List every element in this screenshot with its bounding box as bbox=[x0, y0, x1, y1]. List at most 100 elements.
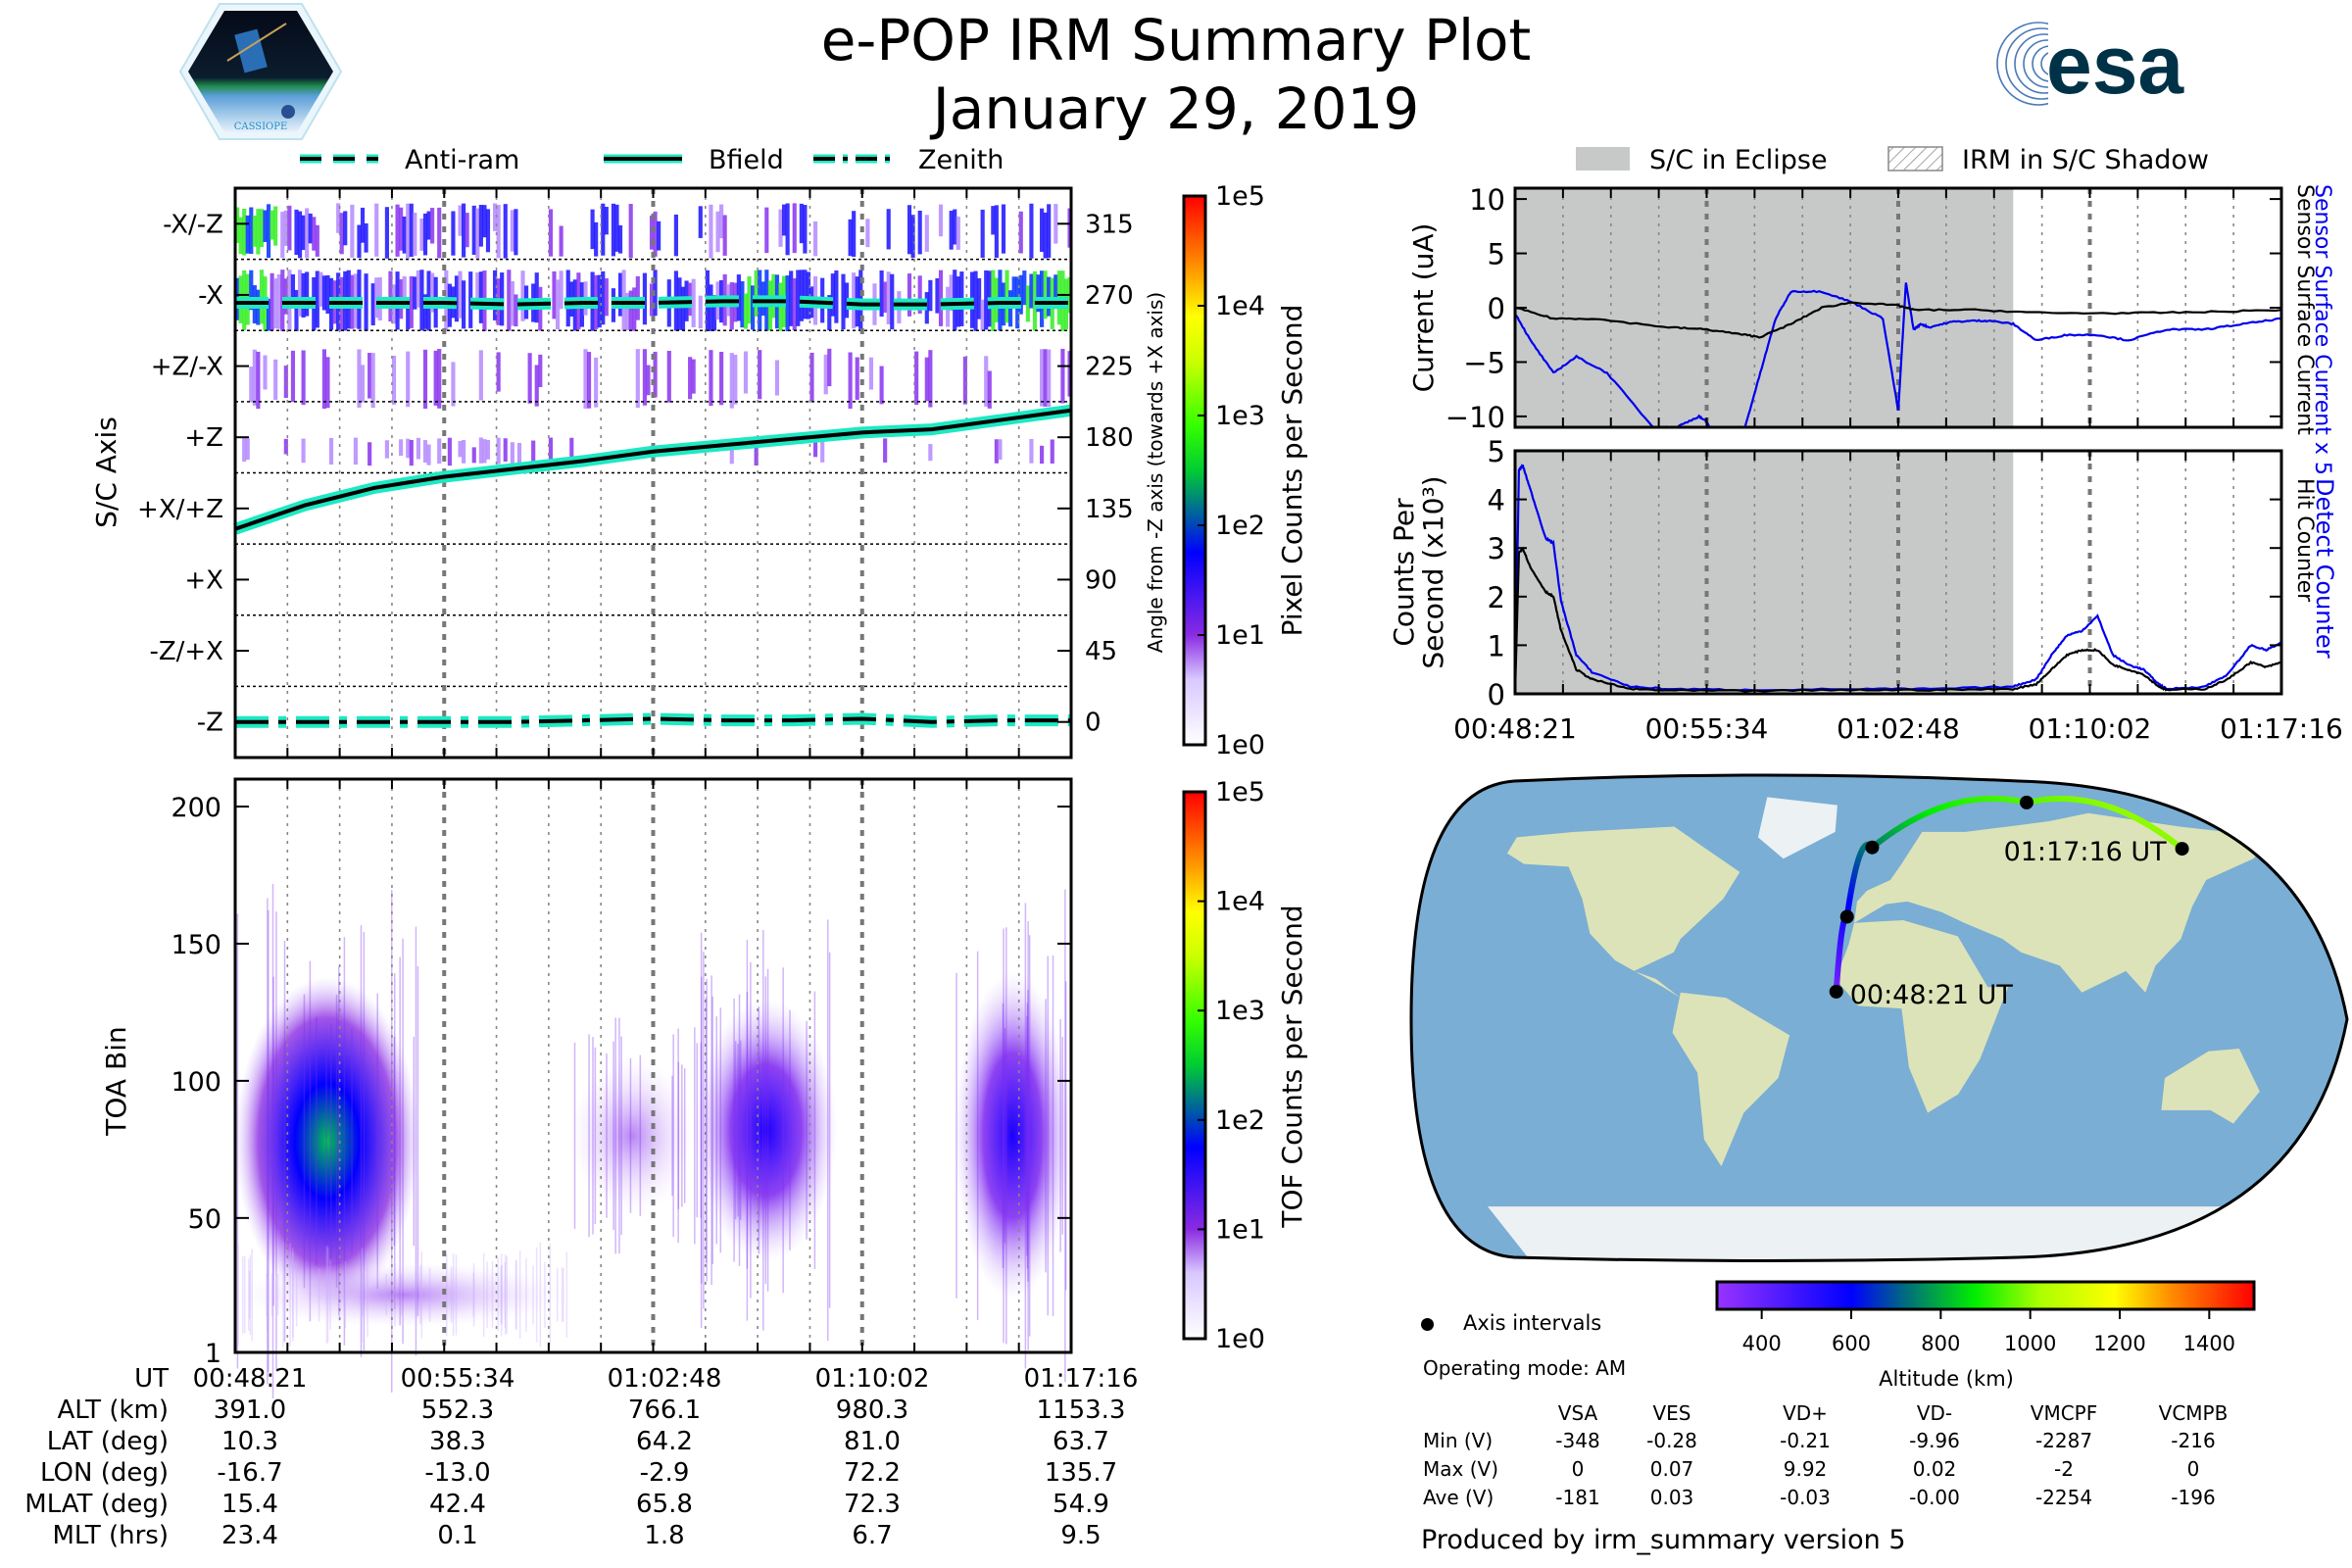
y-tick-label: −10 bbox=[1446, 401, 1505, 434]
tof-streak bbox=[416, 965, 419, 1317]
ephemeris-table: UT 00:48:21 00:55:34 01:02:48 01:10:02 01:17:… bbox=[0, 1364, 1176, 1560]
tof-streak bbox=[549, 1243, 552, 1347]
tof-streak bbox=[532, 1265, 534, 1325]
legend-item-zenith: Zenith bbox=[813, 145, 1004, 175]
pixel-heatmap-cell bbox=[422, 213, 428, 256]
y-tick-label: −5 bbox=[1463, 346, 1505, 379]
tof-streak bbox=[828, 952, 831, 1308]
tof-streak bbox=[344, 1260, 347, 1329]
tof-streak bbox=[338, 1268, 341, 1322]
tof-streak bbox=[445, 1253, 448, 1337]
pixel-heatmap-cell bbox=[350, 204, 355, 258]
track-end-label: 01:17:16 UT bbox=[2004, 837, 2168, 867]
pixel-heatmap-cell bbox=[552, 270, 557, 319]
colorbar-tick-label: 1e0 bbox=[1215, 1324, 1265, 1354]
y-category-label: -X/-Z bbox=[163, 210, 223, 239]
esa-logo: esa bbox=[1996, 20, 2184, 108]
ephemeris-cell: 980.3 bbox=[835, 1396, 909, 1425]
pixel-heatmap-cell bbox=[1043, 349, 1048, 407]
tof-streak bbox=[750, 961, 752, 1298]
pixel-heatmap-cell bbox=[510, 442, 514, 466]
tof-streak bbox=[629, 1057, 632, 1213]
pixel-heatmap-cell bbox=[422, 349, 428, 410]
altitude-axis-label: Altitude (km) bbox=[1879, 1367, 2014, 1391]
tof-cluster bbox=[954, 970, 1071, 1300]
x-tick-label: 01:02:48 bbox=[1837, 712, 1960, 745]
tof-streak bbox=[827, 919, 829, 1342]
tof-streak bbox=[385, 1274, 387, 1316]
pixel-heatmap-cell bbox=[994, 439, 999, 464]
tof-streak bbox=[318, 1268, 320, 1322]
pixel-heatmap-cell bbox=[617, 272, 623, 317]
pixel-heatmap-cell bbox=[458, 205, 463, 236]
legend-label: IRM in S/C Shadow bbox=[1962, 145, 2209, 175]
pixel-counts-panel: -X/-Z 315 -X 270 +Z/-X 225 +Z 180 +X/+Z 135 +X 90 -Z… bbox=[90, 181, 1308, 760]
pixel-heatmap-cell bbox=[764, 207, 769, 254]
tof-streak bbox=[363, 931, 366, 1351]
pixel-heatmap-cell bbox=[799, 203, 804, 244]
pixel-heatmap-cell bbox=[1047, 276, 1052, 317]
pixel-heatmap-cell bbox=[263, 210, 268, 243]
colorbar-tick-label: 1e4 bbox=[1215, 887, 1265, 917]
voltage-cell: 0 bbox=[1571, 1457, 1585, 1481]
colorbar-tick-label: 1e5 bbox=[1215, 181, 1265, 212]
pixel-heatmap-cell bbox=[601, 270, 606, 325]
pixel-heatmap-cell bbox=[357, 224, 362, 259]
tof-streak bbox=[266, 1257, 269, 1333]
pixel-heatmap-cell bbox=[559, 270, 564, 310]
voltage-cell: -0.03 bbox=[1780, 1486, 1831, 1509]
ephemeris-cell: 9.5 bbox=[1060, 1521, 1102, 1550]
pixel-heatmap-cell bbox=[691, 278, 696, 327]
voltage-column-header: VSA bbox=[1557, 1401, 1598, 1425]
y-category-label: -Z bbox=[197, 709, 223, 738]
ephemeris-cell: 38.3 bbox=[429, 1427, 486, 1456]
pixel-heatmap-cell bbox=[368, 353, 372, 399]
voltage-cell: -9.96 bbox=[1909, 1429, 1960, 1452]
y-tick-label: 200 bbox=[171, 793, 221, 823]
tof-streak bbox=[237, 1244, 239, 1346]
pixel-heatmap-cell bbox=[534, 365, 539, 407]
x-tick-label: 00:48:21 bbox=[1453, 712, 1577, 745]
tof-streak bbox=[535, 1247, 538, 1343]
pixel-heatmap-cell bbox=[868, 357, 874, 390]
y-tick-label: 5 bbox=[1488, 435, 1505, 468]
pixel-heatmap-cell bbox=[774, 360, 780, 396]
pixel-heatmap-cell bbox=[1043, 212, 1048, 259]
colorbar-label: Pixel Counts per Second bbox=[1276, 305, 1308, 637]
pixel-heatmap-cell bbox=[743, 293, 749, 329]
pixel-heatmap-cell bbox=[465, 213, 469, 248]
y-category-label: +X bbox=[184, 565, 223, 595]
tof-streak bbox=[472, 1272, 475, 1317]
pixel-heatmap-cell bbox=[496, 204, 501, 259]
pixel-heatmap-cell bbox=[604, 207, 609, 235]
pixel-heatmap-cell bbox=[458, 440, 463, 458]
tof-streak bbox=[497, 1257, 499, 1332]
tof-streak bbox=[393, 1036, 396, 1247]
pixel-heatmap-cell bbox=[1054, 274, 1058, 310]
tof-streak bbox=[1064, 889, 1066, 1383]
pixel-heatmap-cell bbox=[883, 438, 888, 463]
pixel-heatmap-cell bbox=[422, 294, 428, 329]
y-axis-label: TOA Bin bbox=[100, 1026, 132, 1136]
pixel-heatmap-cell bbox=[883, 281, 888, 314]
right-label-blue: Detect Counter bbox=[2311, 478, 2338, 659]
tof-streak bbox=[292, 1251, 294, 1338]
pixel-heatmap-cell bbox=[722, 215, 727, 256]
pixel-heatmap-cell bbox=[980, 299, 985, 331]
tof-streak bbox=[762, 929, 764, 1331]
y-tick-label: 2 bbox=[1488, 581, 1505, 614]
pixel-heatmap-cell bbox=[321, 349, 327, 410]
tof-streak bbox=[556, 1268, 559, 1322]
tof-streak bbox=[711, 996, 713, 1264]
pixel-heatmap-cell bbox=[1043, 270, 1048, 319]
pixel-heatmap-cell bbox=[789, 270, 794, 326]
ephemeris-row-label: UT bbox=[134, 1364, 169, 1394]
pixel-heatmap-cell bbox=[729, 353, 734, 409]
pixel-heatmap-cell bbox=[799, 270, 804, 321]
tof-streak bbox=[806, 1020, 808, 1240]
pixel-heatmap-cell bbox=[956, 217, 960, 250]
tof-streak bbox=[303, 994, 306, 1289]
ephemeris-cell: 01:10:02 bbox=[814, 1364, 930, 1394]
pixel-heatmap-cell bbox=[409, 439, 414, 466]
pixel-heatmap-cell bbox=[399, 207, 404, 251]
